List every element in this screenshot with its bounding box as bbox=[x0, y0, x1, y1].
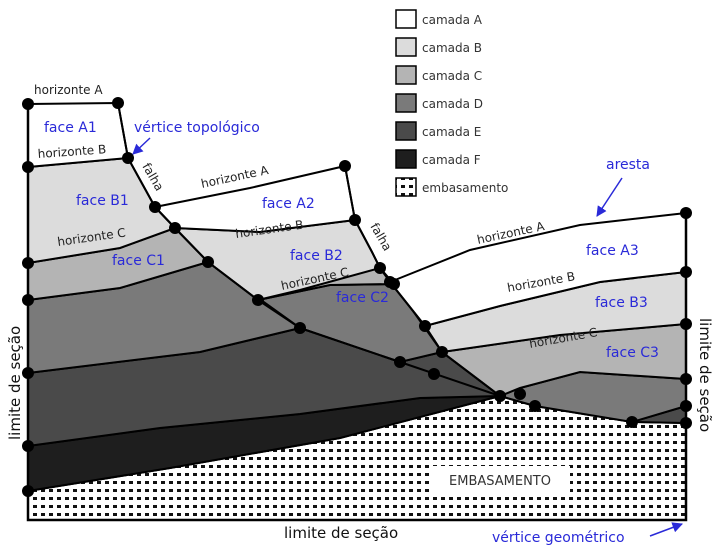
legend-label: camada A bbox=[422, 13, 483, 27]
vertex bbox=[294, 322, 306, 334]
legend-swatch bbox=[395, 121, 417, 141]
face-a1: face A1 bbox=[44, 120, 97, 136]
embasamento-label: EMBASAMENTO bbox=[449, 474, 551, 489]
face-a2: face A2 bbox=[262, 196, 315, 212]
section-frame bbox=[26, 104, 688, 522]
vertex bbox=[22, 98, 34, 110]
face-b2: face B2 bbox=[290, 248, 343, 264]
arrow-aresta bbox=[596, 177, 623, 217]
vertex bbox=[680, 417, 692, 429]
vertex bbox=[436, 346, 448, 358]
face-c2: face C2 bbox=[336, 290, 389, 306]
vertex bbox=[112, 97, 124, 109]
vertex bbox=[22, 485, 34, 497]
limit-label-bottom: limite de seção bbox=[284, 524, 398, 542]
vertex bbox=[22, 257, 34, 269]
vertex bbox=[22, 440, 34, 452]
annotation-aresta: aresta bbox=[606, 157, 650, 173]
horizon-b-left: horizonte B bbox=[37, 142, 106, 161]
limit-label-left: limite de seção bbox=[6, 326, 24, 440]
vertex bbox=[680, 373, 692, 385]
vertex bbox=[494, 390, 506, 402]
vertex bbox=[626, 416, 638, 428]
vertices bbox=[22, 97, 692, 497]
horizon-a-left: horizonte A bbox=[34, 83, 103, 97]
vertex bbox=[22, 367, 34, 379]
vertex bbox=[149, 201, 161, 213]
vertex bbox=[680, 266, 692, 278]
arrow-vertice-topologico bbox=[132, 137, 151, 155]
vertex bbox=[514, 388, 526, 400]
vertex bbox=[122, 152, 134, 164]
legend-swatch bbox=[395, 177, 417, 197]
legend-swatch bbox=[395, 37, 417, 57]
legend: camada A camada B camada C camada D camada E… bbox=[395, 9, 508, 197]
face-a3: face A3 bbox=[586, 243, 639, 259]
vertex bbox=[202, 256, 214, 268]
legend-swatch bbox=[395, 65, 417, 85]
vertex bbox=[339, 160, 351, 172]
legend-label: camada C bbox=[422, 69, 482, 83]
embasamento-label-box bbox=[430, 466, 570, 494]
vertex bbox=[22, 161, 34, 173]
legend-swatch bbox=[395, 9, 417, 29]
annotation-vertice-geometrico: vértice geométrico bbox=[492, 530, 625, 546]
vertex bbox=[680, 400, 692, 412]
legend-swatch bbox=[395, 93, 417, 113]
vertex bbox=[252, 294, 264, 306]
vertex bbox=[349, 214, 361, 226]
fault-label-mid: falha bbox=[367, 221, 394, 254]
face-c1: face C1 bbox=[112, 253, 165, 269]
vertex bbox=[169, 222, 181, 234]
arrow-vertice-geometrico bbox=[649, 522, 683, 537]
legend-label: camada F bbox=[422, 153, 481, 167]
vertex bbox=[680, 207, 692, 219]
vertex bbox=[374, 262, 386, 274]
vertex bbox=[419, 320, 431, 332]
limit-label-right: limite de seção bbox=[696, 318, 714, 432]
legend-label: embasamento bbox=[422, 181, 508, 195]
vertex bbox=[388, 278, 400, 290]
vertex bbox=[428, 368, 440, 380]
vertex bbox=[22, 294, 34, 306]
legend-swatch bbox=[395, 149, 417, 169]
face-b3: face B3 bbox=[595, 295, 648, 311]
annotation-vertice-topologico: vértice topológico bbox=[134, 120, 260, 136]
vertex bbox=[394, 356, 406, 368]
vertex bbox=[529, 400, 541, 412]
legend-label: camada D bbox=[422, 97, 483, 111]
vertex bbox=[680, 318, 692, 330]
face-c3: face C3 bbox=[606, 345, 659, 361]
legend-label: camada B bbox=[422, 41, 482, 55]
face-b1: face B1 bbox=[76, 193, 129, 209]
legend-label: camada E bbox=[422, 125, 481, 139]
